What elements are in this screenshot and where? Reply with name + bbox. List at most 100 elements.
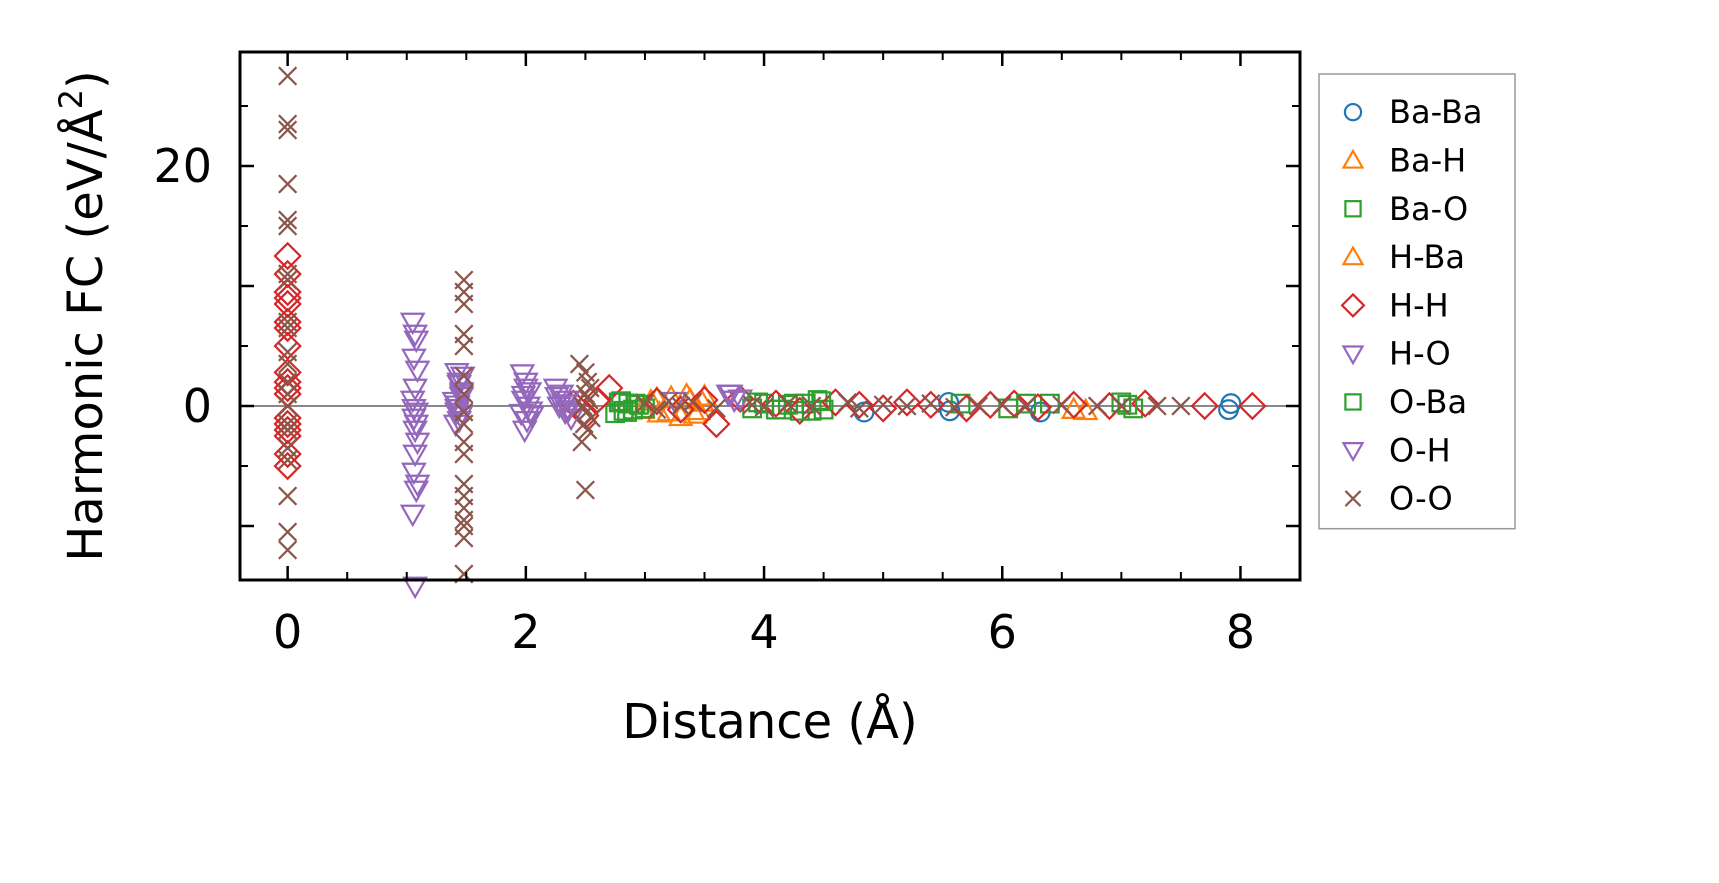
data-point xyxy=(273,373,302,403)
data-point xyxy=(273,409,302,439)
data-point xyxy=(555,400,582,423)
data-point xyxy=(543,387,570,410)
data-point xyxy=(278,210,298,230)
data-point xyxy=(278,270,298,290)
data-point xyxy=(273,241,302,271)
data-point xyxy=(551,394,577,417)
plot-frame xyxy=(238,50,1302,582)
data-point xyxy=(897,396,917,416)
data-point xyxy=(1111,396,1131,416)
data-point xyxy=(542,378,569,402)
x-tick-label: 6 xyxy=(988,605,1017,659)
legend: Ba-Ba Ba-H Ba-O H-Ba H-H H-O O-Ba O-H O-O xyxy=(1318,73,1516,530)
data-point xyxy=(278,66,298,86)
legend-item: Ba-O xyxy=(1344,190,1468,228)
data-point xyxy=(454,336,474,356)
y-tick-label: 0 xyxy=(183,379,212,433)
data-point xyxy=(1190,391,1219,421)
data-point xyxy=(569,354,590,374)
legend-marker xyxy=(1343,102,1363,122)
data-point xyxy=(403,330,430,354)
legend-label: O-O xyxy=(1389,480,1453,518)
data-point xyxy=(1171,396,1191,416)
y-tick-label: 20 xyxy=(153,139,212,193)
data-point xyxy=(278,414,298,434)
legend-item: O-Ba xyxy=(1344,383,1467,421)
legend-label: O-H xyxy=(1389,431,1451,469)
data-point xyxy=(448,384,475,408)
x-tick-label: 4 xyxy=(749,605,778,659)
axis-ticks xyxy=(240,52,1300,580)
legend-label: Ba-Ba xyxy=(1389,93,1483,131)
data-point xyxy=(574,414,594,434)
data-point xyxy=(575,384,595,404)
data-point xyxy=(849,398,869,418)
data-point xyxy=(512,378,539,402)
series-o-o xyxy=(278,66,1191,584)
data-point xyxy=(968,396,989,416)
data-point xyxy=(921,394,941,414)
legend-box xyxy=(1318,73,1516,530)
data-point xyxy=(578,420,598,440)
data-point xyxy=(1016,396,1036,416)
data-point xyxy=(399,504,426,528)
data-point xyxy=(837,392,857,412)
data-point xyxy=(706,398,726,418)
legend-marker xyxy=(1341,442,1365,462)
data-point xyxy=(402,420,428,444)
y-axis-label-superscript: 2 xyxy=(52,89,90,109)
data-point xyxy=(278,264,298,284)
x-tick-label: 8 xyxy=(1226,605,1255,659)
data-point xyxy=(690,385,719,415)
y-axis-label-close: ) xyxy=(58,70,114,89)
data-point xyxy=(278,540,298,560)
data-point xyxy=(772,399,792,420)
legend-label: H-H xyxy=(1389,286,1449,324)
legend-label: H-Ba xyxy=(1389,238,1465,276)
x-tick-label: 2 xyxy=(511,605,540,659)
data-point xyxy=(572,432,592,452)
data-point xyxy=(454,384,474,404)
data-point xyxy=(558,408,584,432)
legend-item: H-H xyxy=(1340,286,1449,324)
data-point xyxy=(399,390,426,414)
data-point xyxy=(400,399,427,422)
data-point xyxy=(1087,396,1108,416)
tick-labels: 0 2 4 6 8 0 20 xyxy=(153,139,1255,659)
data-point xyxy=(742,395,762,415)
legend-item: Ba-Ba xyxy=(1343,93,1483,131)
data-point xyxy=(778,394,798,414)
data-point xyxy=(454,294,474,314)
data-point xyxy=(611,391,632,412)
data-point xyxy=(868,394,898,423)
data-points xyxy=(273,66,1267,600)
data-point xyxy=(402,378,428,402)
data-point xyxy=(727,389,754,413)
data-point xyxy=(802,396,822,416)
legend-marker xyxy=(1344,393,1362,411)
legend-label: Ba-H xyxy=(1389,141,1466,179)
legend-item: O-O xyxy=(1344,480,1453,518)
data-point xyxy=(454,444,474,464)
data-point xyxy=(403,414,430,438)
data-point xyxy=(278,216,298,236)
data-point xyxy=(454,528,474,548)
data-point xyxy=(916,390,945,420)
legend-item: H-Ba xyxy=(1341,238,1465,276)
data-point xyxy=(402,444,428,468)
legend-label: O-Ba xyxy=(1389,383,1467,421)
data-point xyxy=(510,390,537,414)
data-point xyxy=(399,312,426,336)
data-point xyxy=(683,392,703,412)
data-point xyxy=(278,420,298,440)
data-point xyxy=(511,420,538,444)
data-point xyxy=(573,396,593,416)
data-point xyxy=(273,451,302,481)
data-point xyxy=(510,385,537,409)
legend-marker xyxy=(1344,490,1362,507)
legend-label: H-O xyxy=(1389,335,1451,373)
data-point xyxy=(454,366,474,386)
data-point xyxy=(1147,396,1167,416)
data-point xyxy=(402,324,428,348)
